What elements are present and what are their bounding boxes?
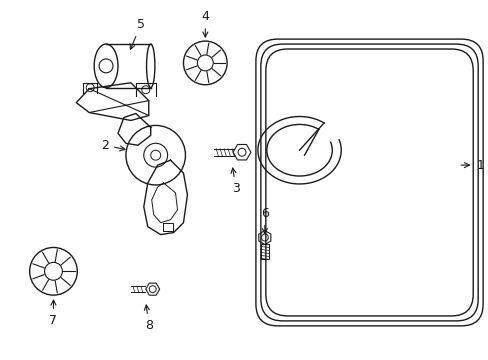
Text: 3: 3 <box>231 168 240 195</box>
Text: 6: 6 <box>261 207 268 234</box>
Text: 4: 4 <box>201 10 209 37</box>
Text: 7: 7 <box>49 300 58 327</box>
Text: 8: 8 <box>144 305 152 332</box>
Text: 5: 5 <box>130 18 144 49</box>
Text: 2: 2 <box>101 139 125 152</box>
Text: 1: 1 <box>460 159 483 172</box>
